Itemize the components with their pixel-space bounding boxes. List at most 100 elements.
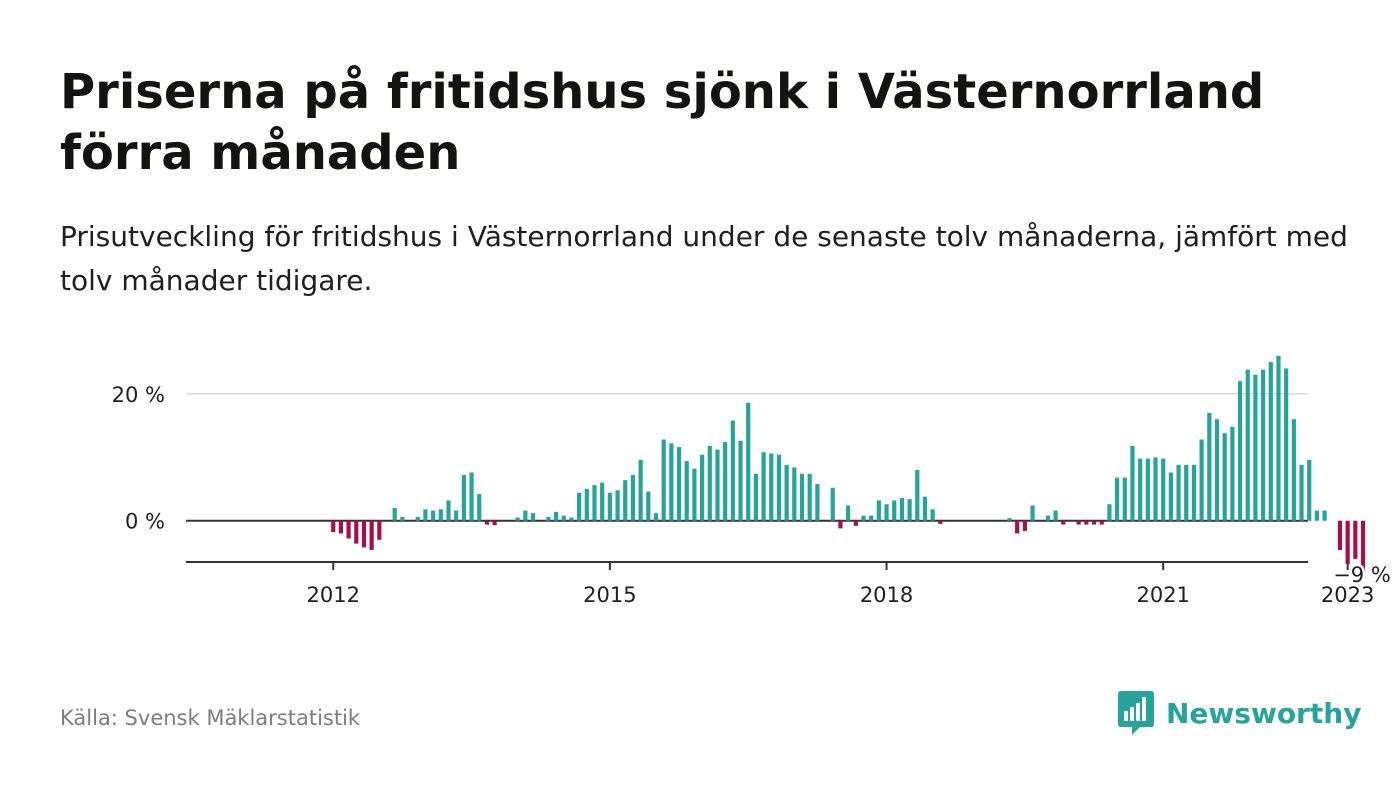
bar	[730, 420, 735, 521]
bar	[838, 520, 843, 529]
bar	[861, 515, 866, 521]
bar	[1184, 464, 1189, 521]
x-tick-label: 2021	[1136, 583, 1189, 607]
bar	[630, 475, 636, 521]
bar	[438, 509, 443, 521]
bar	[1307, 459, 1312, 521]
bar	[492, 520, 497, 526]
bar	[361, 520, 367, 548]
bar	[1360, 520, 1366, 578]
bar	[1268, 362, 1273, 521]
bar	[1061, 520, 1066, 525]
bar	[1207, 412, 1212, 521]
bar	[1314, 510, 1319, 521]
bar	[600, 482, 605, 521]
bar	[815, 483, 820, 521]
bar	[1030, 505, 1035, 521]
bar	[1107, 504, 1112, 521]
bar	[692, 468, 697, 521]
bar	[1122, 477, 1127, 521]
bar	[484, 520, 490, 525]
bar	[431, 510, 436, 521]
bar	[1222, 433, 1227, 521]
bar	[738, 440, 743, 521]
bar	[830, 487, 835, 521]
bar	[1353, 520, 1358, 559]
bar	[1176, 464, 1181, 521]
bar	[1191, 464, 1197, 521]
bar	[530, 513, 536, 521]
bar	[523, 510, 528, 521]
bar	[846, 505, 851, 521]
bar	[892, 500, 897, 521]
bar	[784, 464, 789, 521]
bar	[715, 449, 720, 521]
bar	[546, 516, 551, 521]
bar	[346, 520, 351, 539]
bar	[1145, 458, 1150, 521]
bar	[638, 459, 643, 521]
bar	[1214, 419, 1220, 521]
bar	[515, 517, 520, 521]
bar	[1099, 520, 1104, 525]
bar	[807, 473, 812, 521]
bar	[799, 473, 805, 521]
bar	[569, 517, 574, 521]
bar	[577, 492, 582, 521]
bar	[1245, 369, 1250, 521]
bar	[707, 445, 712, 521]
axes	[186, 561, 1349, 570]
bar	[415, 516, 420, 521]
bar	[653, 513, 659, 521]
bar	[461, 475, 466, 521]
bar	[1130, 445, 1135, 521]
bar	[1284, 368, 1289, 521]
bar	[792, 467, 797, 521]
bar	[869, 515, 874, 521]
bar	[369, 520, 374, 550]
bar	[1161, 458, 1166, 521]
bar	[1015, 520, 1020, 534]
bar	[761, 452, 766, 521]
bar	[1053, 510, 1058, 521]
chart-subtitle: Prisutveckling för fritidshus i Västerno…	[60, 220, 1348, 297]
bar	[899, 497, 905, 521]
bar	[1276, 355, 1281, 521]
bar	[1084, 520, 1089, 525]
bar	[1091, 520, 1097, 525]
bar	[1253, 374, 1258, 521]
bar	[676, 447, 682, 521]
bar	[907, 499, 912, 521]
source-note: Källa: Svensk Mäklarstatistik	[60, 706, 361, 730]
bar	[876, 500, 881, 521]
bars	[331, 355, 1366, 578]
bar	[930, 509, 935, 521]
bar	[1345, 520, 1350, 564]
bar	[661, 439, 666, 521]
page-title: Priserna på fritidshus sjönk i Västernor…	[60, 64, 1265, 181]
bar	[646, 491, 651, 521]
bar	[884, 504, 889, 521]
bar	[400, 516, 405, 521]
bar	[469, 472, 474, 521]
bar	[915, 469, 920, 521]
labels: 0 % 20 % 2012 2015 2018 2021 2023−9 %	[112, 383, 1394, 607]
bar	[1007, 518, 1012, 521]
bar	[377, 520, 382, 540]
bar	[561, 515, 566, 521]
bar	[607, 492, 612, 521]
bar	[338, 520, 344, 534]
bar	[1322, 510, 1327, 521]
bar	[454, 510, 459, 521]
bar	[1291, 419, 1296, 521]
bar	[684, 461, 689, 521]
bar	[938, 520, 943, 524]
bar	[723, 442, 728, 521]
bar	[423, 509, 428, 521]
bar	[623, 480, 628, 521]
bar	[477, 494, 482, 521]
bar	[1337, 520, 1343, 550]
bar	[592, 485, 597, 521]
bar	[354, 520, 359, 544]
bar	[922, 496, 928, 521]
